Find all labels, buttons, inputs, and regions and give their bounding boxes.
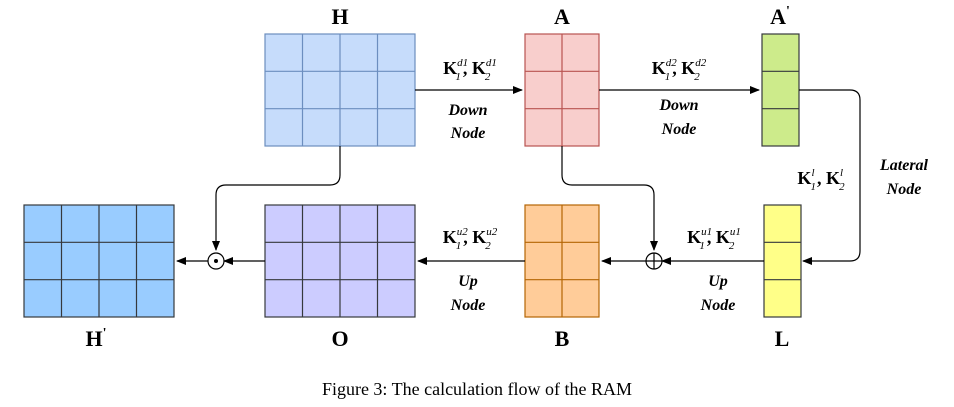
up-node-1-params: Ku1 1, Ku1 2 bbox=[687, 226, 741, 252]
down-node-1-line2: Node bbox=[450, 125, 486, 142]
matrix-b-label: B bbox=[555, 326, 570, 351]
matrix-a-grid bbox=[525, 34, 599, 146]
matrix-o-grid bbox=[265, 205, 415, 317]
matrix-h-label: H bbox=[331, 4, 348, 29]
matrix-b bbox=[524, 204, 600, 318]
matrix-o-label: O bbox=[331, 326, 348, 351]
matrix-h-prime bbox=[23, 204, 175, 318]
lateral-node-line1: Lateral bbox=[879, 157, 929, 174]
multiply-operator bbox=[207, 252, 225, 270]
down-node-2-line1: Down bbox=[658, 97, 698, 114]
matrix-l-body bbox=[763, 204, 802, 318]
lateral-node-params: Kl 1, Kl 2 bbox=[797, 167, 845, 193]
matrix-a-prime-label: A' bbox=[770, 4, 790, 29]
matrix-a-label: A bbox=[554, 4, 570, 29]
up-node-2-line1: Up bbox=[458, 273, 478, 290]
matrix-b-grid bbox=[525, 205, 599, 317]
matrix-o bbox=[264, 204, 416, 318]
up-node-2-line2: Node bbox=[450, 297, 486, 314]
edge-a-to-add bbox=[561, 146, 658, 251]
figure-caption: Figure 3: The calculation flow of the RA… bbox=[322, 379, 632, 399]
edge-a-prime-to-l bbox=[799, 89, 861, 265]
matrix-a-prime-body bbox=[761, 33, 800, 147]
up-node-2-params: Ku2 1, Ku2 2 bbox=[443, 226, 498, 252]
down-node-2-params: Kd2 1, Kd2 2 bbox=[652, 57, 707, 83]
matrix-h-grid bbox=[265, 34, 415, 146]
edge-h-to-multiply bbox=[212, 146, 341, 251]
matrix-l bbox=[763, 204, 802, 318]
up-node-1-line2: Node bbox=[700, 297, 736, 314]
matrix-a-prime-grid bbox=[762, 70, 799, 110]
up-node-1-line1: Up bbox=[708, 273, 728, 290]
matrix-a-prime bbox=[761, 33, 800, 147]
lateral-node-line2: Node bbox=[886, 181, 922, 198]
down-node-1-params: Kd1 1, Kd1 2 bbox=[443, 57, 497, 83]
down-node-2-line2: Node bbox=[661, 121, 697, 138]
down-node-1-line1: Down bbox=[447, 102, 487, 119]
matrix-a bbox=[524, 33, 600, 147]
matrix-l-grid bbox=[764, 241, 801, 281]
matrix-h-prime-label: H' bbox=[85, 326, 106, 351]
dot-icon bbox=[214, 259, 218, 263]
plus-icon bbox=[646, 253, 662, 269]
add-operator bbox=[645, 252, 663, 270]
matrix-h-prime-grid bbox=[24, 205, 174, 317]
matrix-l-label: L bbox=[775, 326, 790, 351]
matrix-h bbox=[264, 33, 416, 147]
